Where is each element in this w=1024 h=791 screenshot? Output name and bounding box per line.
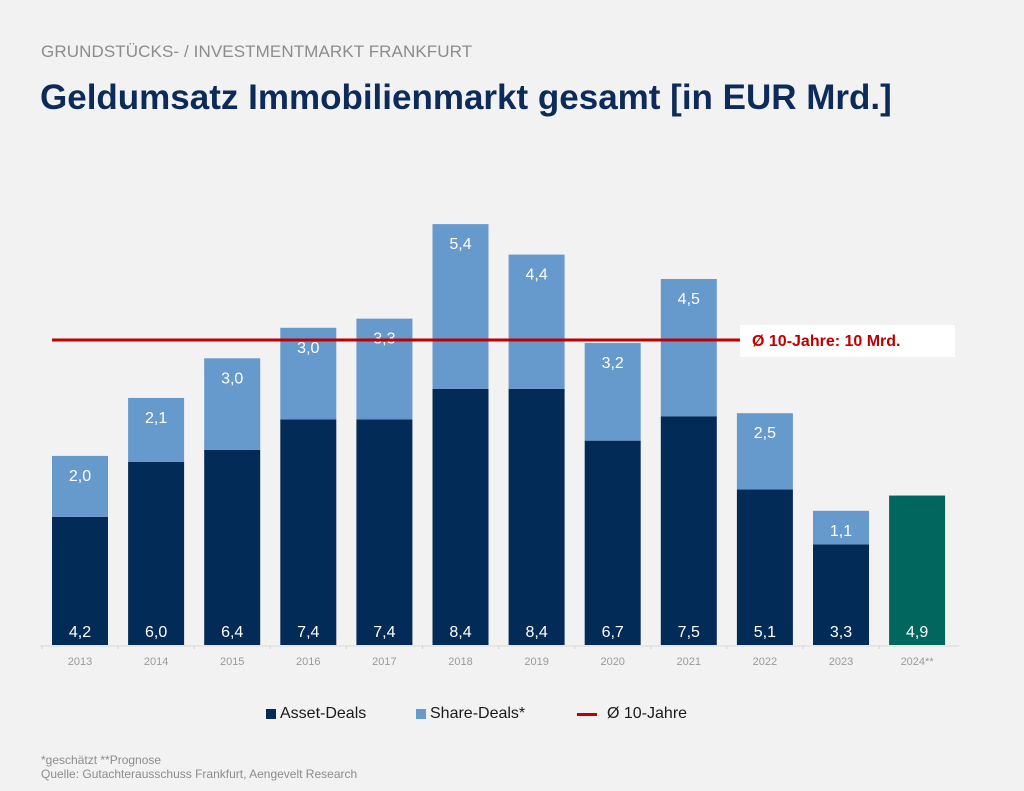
bar-asset: [52, 516, 108, 645]
data-label-asset: 6,0: [145, 624, 167, 641]
x-tick-label: 2014: [144, 656, 168, 668]
data-label-share: 1,1: [830, 523, 852, 540]
x-axis: 2013 2014 2015 2016 2017 2018 2019 2020 2021 2022…: [40, 645, 960, 668]
legend-swatch-share: [416, 709, 426, 719]
chart-title: Geldumsatz Immobilienmarkt gesamt [in EU…: [40, 78, 892, 117]
x-tick-label: 2022: [753, 656, 777, 668]
bar-share: [280, 327, 337, 420]
x-tick-label: 2013: [68, 656, 92, 668]
data-label-share: 4,5: [678, 291, 700, 308]
data-label-asset: 7,4: [297, 624, 319, 641]
bar-forecast: [889, 495, 946, 645]
data-label-asset: 3,3: [830, 624, 852, 641]
data-label-asset: 6,4: [221, 624, 243, 641]
bar-asset: [356, 419, 413, 645]
bar-asset: [204, 449, 261, 645]
x-tick-label: 2019: [524, 656, 548, 668]
x-tick-label: 2020: [600, 656, 624, 668]
data-label-asset: 6,7: [602, 624, 624, 641]
chart-supertitle: GRUNDSTÜCKS- / INVESTMENTMARKT FRANKFURT: [41, 42, 473, 61]
data-label-asset: 8,4: [525, 624, 547, 641]
x-tick-label: 2023: [829, 656, 853, 668]
bar-share: [660, 279, 717, 417]
data-label-share: 3,2: [602, 355, 624, 372]
bar-asset: [736, 489, 793, 645]
legend-swatch-asset: [266, 709, 276, 719]
data-label-share: 4,4: [525, 267, 547, 284]
legend-item-average: Ø 10-Jahre: [577, 705, 687, 723]
x-tick-label: 2016: [296, 656, 320, 668]
legend-item-share: Share-Deals*: [416, 705, 525, 723]
data-label-share: 3,0: [297, 340, 319, 357]
bar-share: [356, 318, 413, 420]
x-tick-label: 2018: [448, 656, 472, 668]
x-tick-label: 2017: [372, 656, 396, 668]
data-label-asset: 7,4: [373, 624, 395, 641]
bar-share: [584, 343, 641, 441]
legend-label-share: Share-Deals*: [430, 705, 526, 722]
average-annotation-label: Ø 10-Jahre: 10 Mrd.: [752, 333, 901, 350]
data-label-share: 3,0: [221, 370, 243, 387]
data-label-asset: 8,4: [449, 624, 471, 641]
data-label-asset: 4,9: [906, 624, 928, 641]
legend-label-asset: Asset-Deals: [280, 705, 367, 722]
legend-item-asset: Asset-Deals: [266, 705, 366, 723]
data-label-share: 2,1: [145, 410, 167, 427]
bar-share: [508, 254, 565, 389]
footnote-source: Quelle: Gutachterausschuss Frankfurt, Ae…: [41, 767, 358, 781]
bar-share: [736, 413, 793, 490]
bar-share: [813, 510, 869, 545]
x-tick-label: 2015: [220, 656, 244, 668]
legend-label-average: Ø 10-Jahre: [607, 705, 688, 722]
data-label-share: 2,5: [754, 425, 776, 442]
bar-share: [52, 455, 108, 517]
bar-asset: [432, 388, 489, 645]
x-tick-label: 2024**: [901, 656, 935, 668]
bar-asset: [280, 419, 337, 645]
bar-asset: [660, 416, 717, 645]
data-label-share: 2,0: [69, 468, 91, 485]
average-line-group: Ø 10-Jahre: 10 Mrd.: [52, 325, 955, 357]
bar-asset: [813, 544, 869, 645]
bars-group: 4,2 2,0 6,0 2,1 6,4 3,0 7,4 3,0 7,4 3,3 8,4 5,4 8,4 4…: [52, 224, 946, 645]
bar-share: [204, 358, 261, 450]
data-label-asset: 4,2: [69, 624, 91, 641]
data-label-share: 5,4: [449, 236, 471, 253]
legend-swatch-average: [577, 712, 597, 716]
bar-share: [128, 397, 185, 462]
bar-asset: [584, 440, 641, 645]
average-annotation-box: [740, 325, 955, 357]
data-label-asset: 7,5: [678, 624, 700, 641]
bar-share: [432, 224, 489, 389]
bar-asset: [508, 388, 565, 645]
data-label-asset: 5,1: [754, 624, 776, 641]
bar-asset: [128, 462, 185, 645]
footnote-estimate: *geschätzt **Prognose: [41, 753, 162, 767]
x-tick-label: 2021: [677, 656, 701, 668]
